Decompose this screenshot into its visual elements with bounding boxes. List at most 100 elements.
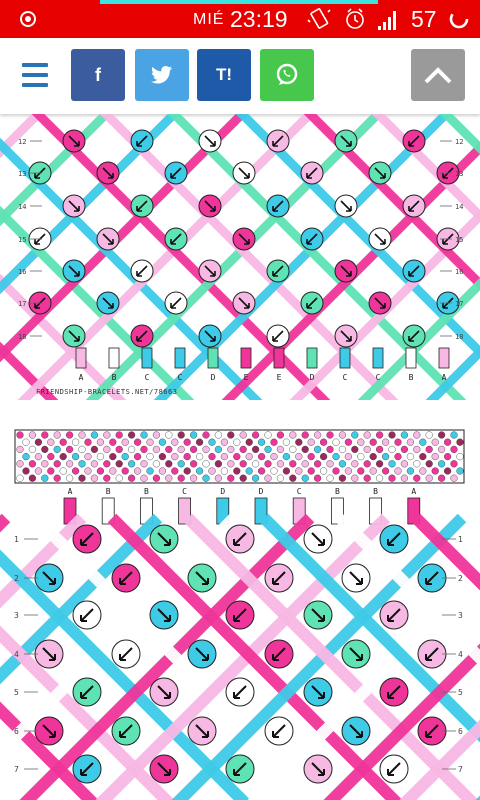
strand bbox=[0, 205, 195, 400]
knot bbox=[96, 291, 120, 315]
string-tail bbox=[240, 347, 252, 369]
row-label-right: 15 bbox=[455, 236, 463, 244]
knot bbox=[149, 754, 179, 784]
knot bbox=[225, 677, 255, 707]
hamburger-menu-icon[interactable] bbox=[22, 63, 48, 87]
strand bbox=[183, 513, 479, 800]
location-icon bbox=[20, 11, 36, 27]
knot bbox=[130, 259, 154, 283]
knot bbox=[303, 524, 333, 554]
string-label: C bbox=[145, 373, 150, 382]
knot bbox=[111, 563, 141, 593]
alarm-icon bbox=[346, 8, 364, 29]
strand bbox=[0, 549, 251, 800]
pattern-top-diagram: 12 12 13 13 14 14 15 15 16 16 17 17 18 18 A B C C D E E D C C B A bbox=[0, 114, 480, 400]
knot bbox=[96, 227, 120, 251]
knot bbox=[341, 563, 371, 593]
knot bbox=[368, 291, 392, 315]
strand bbox=[0, 341, 59, 400]
strand bbox=[411, 513, 480, 591]
row-label-right: 17 bbox=[455, 300, 463, 308]
knot bbox=[334, 129, 358, 153]
facebook-icon: f bbox=[95, 64, 101, 85]
strand bbox=[323, 643, 480, 800]
string-label: A bbox=[68, 487, 73, 496]
row-label-left: 13 bbox=[18, 170, 26, 178]
knot bbox=[164, 161, 188, 185]
knot bbox=[62, 129, 86, 153]
battery-level: 57 bbox=[411, 6, 437, 32]
row-label-left: 4 bbox=[14, 650, 19, 659]
whatsapp-share-button[interactable] bbox=[260, 49, 314, 101]
strand bbox=[247, 567, 480, 800]
string-label: A bbox=[411, 487, 416, 496]
knot bbox=[225, 524, 255, 554]
string-label: B bbox=[106, 487, 111, 496]
string-tail bbox=[372, 347, 384, 369]
row-label-left: 17 bbox=[18, 300, 26, 308]
string-tail bbox=[141, 347, 153, 369]
string-label: D bbox=[211, 373, 216, 382]
strand bbox=[425, 345, 480, 400]
row-label-right: 7 bbox=[458, 765, 463, 774]
string-label: E bbox=[277, 373, 282, 382]
string-label: B bbox=[144, 487, 149, 496]
string-label: D bbox=[220, 487, 225, 496]
knot bbox=[334, 324, 358, 348]
string-label: B bbox=[335, 487, 340, 496]
row-label-right: 2 bbox=[458, 574, 463, 583]
knot bbox=[334, 259, 358, 283]
string-label: A bbox=[442, 373, 447, 382]
pattern-bottom-diagram: A B B C D D C B B A 1 1 2 2 3 3 4 4 5 5 6 6 7 7 bbox=[0, 429, 480, 800]
strand bbox=[0, 114, 249, 363]
knot bbox=[341, 716, 371, 746]
knot bbox=[198, 259, 222, 283]
pattern-credit: FRIENDSHIP-BRACELETS.NET/78663 bbox=[36, 388, 178, 396]
string-tail bbox=[174, 347, 186, 369]
tumblr-share-button[interactable]: T! bbox=[197, 49, 251, 101]
row-label-right: 14 bbox=[455, 203, 463, 211]
knot bbox=[130, 194, 154, 218]
row-label-left: 5 bbox=[14, 688, 19, 697]
strand bbox=[0, 513, 239, 761]
row-label-right: 5 bbox=[458, 688, 463, 697]
row-label-left: 18 bbox=[18, 333, 26, 341]
knot bbox=[266, 259, 290, 283]
row-label-left: 7 bbox=[14, 765, 19, 774]
strand bbox=[0, 513, 87, 609]
strand bbox=[171, 513, 467, 800]
string-tail bbox=[273, 347, 285, 369]
strand bbox=[335, 513, 480, 667]
knot bbox=[72, 754, 102, 784]
row-label-left: 1 bbox=[14, 535, 19, 544]
string-label: C bbox=[178, 373, 183, 382]
string-label: C bbox=[343, 373, 348, 382]
strand bbox=[153, 114, 453, 400]
knot bbox=[417, 716, 447, 746]
string-label: C bbox=[182, 487, 187, 496]
strand bbox=[289, 209, 480, 400]
knot bbox=[379, 524, 409, 554]
knot bbox=[96, 161, 120, 185]
facebook-share-button[interactable]: f bbox=[71, 49, 125, 101]
status-bar: MIÉ 23:19 57 bbox=[0, 0, 480, 38]
string-label: A bbox=[79, 373, 84, 382]
knot bbox=[187, 563, 217, 593]
knot bbox=[164, 227, 188, 251]
scroll-top-button[interactable] bbox=[411, 49, 465, 101]
knot bbox=[187, 639, 217, 669]
knot bbox=[225, 600, 255, 630]
strand bbox=[357, 277, 480, 400]
string-tail bbox=[108, 347, 120, 369]
knot bbox=[402, 129, 426, 153]
strand bbox=[95, 513, 391, 800]
knot bbox=[264, 639, 294, 669]
row-label-left: 2 bbox=[14, 574, 19, 583]
knot bbox=[334, 194, 358, 218]
row-label-right: 4 bbox=[458, 650, 463, 659]
knot bbox=[198, 324, 222, 348]
twitter-share-button[interactable] bbox=[135, 49, 189, 101]
knot bbox=[34, 563, 64, 593]
knot bbox=[379, 754, 409, 784]
row-label-left: 16 bbox=[18, 268, 26, 276]
